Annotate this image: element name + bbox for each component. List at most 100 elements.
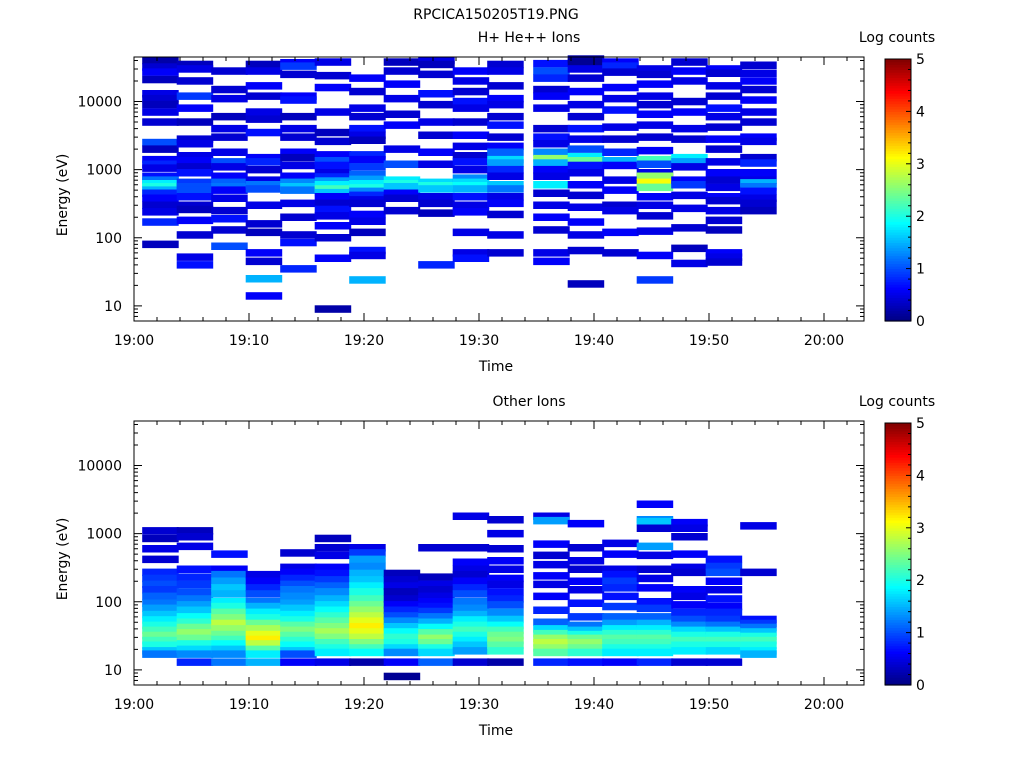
colorbar-tick-label: 5 xyxy=(916,416,925,432)
heatmap-cell xyxy=(349,569,386,578)
heatmap-cell xyxy=(383,617,421,625)
colorbar-segment xyxy=(885,129,911,133)
heatmap-cell xyxy=(567,191,605,200)
colorbar-segment xyxy=(885,93,911,97)
heatmap-cell xyxy=(418,648,455,657)
heatmap-cell xyxy=(636,172,674,180)
colorbar-segment xyxy=(885,302,911,306)
heatmap-cell xyxy=(176,77,214,85)
heatmap-cell xyxy=(602,539,639,548)
heatmap-cell xyxy=(349,155,386,164)
heatmap-cell xyxy=(740,522,777,530)
panel-other-ions: Other Ions 19:00 19:10 19:20 19:30 19:40 19:50… xyxy=(55,394,935,739)
heatmap-cell xyxy=(602,123,639,131)
colorbar-segment xyxy=(885,174,911,178)
heatmap-cell xyxy=(705,69,743,77)
heatmap-cell xyxy=(314,181,352,189)
heatmap-cell xyxy=(740,641,777,649)
heatmap-cell xyxy=(349,617,386,625)
heatmap-cell xyxy=(636,160,674,168)
heatmap-cell xyxy=(671,641,708,649)
colorbar-segment xyxy=(885,559,911,563)
heatmap-cell xyxy=(452,142,490,151)
heatmap-cell xyxy=(211,619,248,628)
heatmap-cell xyxy=(176,542,214,551)
colorbar-segment xyxy=(885,509,911,513)
heatmap-cell xyxy=(452,158,490,166)
heatmap-cell xyxy=(211,577,248,585)
heatmap-cell xyxy=(705,104,743,112)
heatmap-cell xyxy=(602,592,639,601)
heatmap-cell xyxy=(740,636,777,645)
colorbar-segment xyxy=(885,517,911,521)
heatmap-cell xyxy=(487,231,524,239)
heatmap-cell xyxy=(349,633,386,642)
heatmap-cell xyxy=(533,67,570,75)
heatmap-cell xyxy=(602,619,639,628)
heatmap-cell xyxy=(533,516,570,525)
colorbar-tick-label: 0 xyxy=(916,678,925,694)
heatmap-cell xyxy=(452,254,490,262)
heatmap-cell xyxy=(705,577,743,585)
heatmap-cell xyxy=(245,257,283,266)
colorbar-segment xyxy=(885,661,911,665)
colorbar-segment xyxy=(885,87,911,92)
heatmap-cell xyxy=(142,108,179,116)
colorbar-segment xyxy=(885,480,911,484)
heatmap-cell xyxy=(452,185,490,193)
colorbar-segment xyxy=(885,310,911,314)
heatmap-cell xyxy=(567,152,605,161)
heatmap-cell xyxy=(383,672,421,681)
heatmap-cell xyxy=(211,133,248,141)
heatmap-cell xyxy=(314,108,352,116)
colorbar-segment xyxy=(885,134,911,139)
colorbar-segment xyxy=(885,506,911,511)
heatmap-cell xyxy=(349,648,386,657)
heatmap-cell xyxy=(383,639,421,647)
heatmap-cell xyxy=(740,206,777,215)
heatmap-cell xyxy=(671,163,708,171)
heatmap-cell xyxy=(314,633,352,642)
colorbar-frame xyxy=(884,58,912,322)
colorbar-segment xyxy=(885,200,911,204)
heatmap-cell xyxy=(533,572,570,580)
colorbar-segment xyxy=(885,237,911,241)
heatmap-cell xyxy=(245,650,283,658)
heatmap-cell xyxy=(280,178,317,187)
colorbar-segment xyxy=(885,671,911,676)
colorbar-segment xyxy=(885,475,911,479)
colorbar-segment xyxy=(885,124,911,128)
colorbar-segment xyxy=(885,501,911,505)
colorbar-segment xyxy=(885,247,911,251)
heatmap-cell xyxy=(142,94,179,103)
heatmap-cell xyxy=(487,142,524,151)
heatmap-cell xyxy=(176,580,214,589)
heatmap-cell xyxy=(487,67,524,75)
heatmap-cell xyxy=(142,240,179,249)
heatmap-cell xyxy=(636,551,674,560)
heatmap-cell xyxy=(211,85,248,94)
heatmap-cell xyxy=(314,161,352,170)
heatmap-cell xyxy=(487,580,524,589)
heatmap-cell xyxy=(176,623,214,632)
y-axis-label: Energy (eV) xyxy=(55,518,71,601)
heatmap-cell xyxy=(245,292,283,300)
heatmap-cell xyxy=(280,631,317,640)
colorbar-segment xyxy=(885,548,911,552)
heatmap-cell xyxy=(349,175,386,184)
colorbar-segment xyxy=(885,203,911,207)
heatmap-cell xyxy=(314,576,352,584)
heatmap-cell xyxy=(487,545,524,553)
heatmap-cell xyxy=(452,647,490,655)
heatmap-cell xyxy=(740,628,777,636)
heatmap-cell xyxy=(142,636,179,645)
heatmap-cell xyxy=(211,584,248,592)
heatmap-cell xyxy=(142,63,179,71)
heatmap-cell xyxy=(567,577,605,585)
heatmap-cell xyxy=(487,557,524,565)
heatmap-cell xyxy=(383,648,421,657)
heatmap-cell xyxy=(245,625,283,633)
heatmap-cell xyxy=(671,135,708,143)
heatmap-cell xyxy=(452,193,490,201)
heatmap-cell xyxy=(142,592,179,601)
